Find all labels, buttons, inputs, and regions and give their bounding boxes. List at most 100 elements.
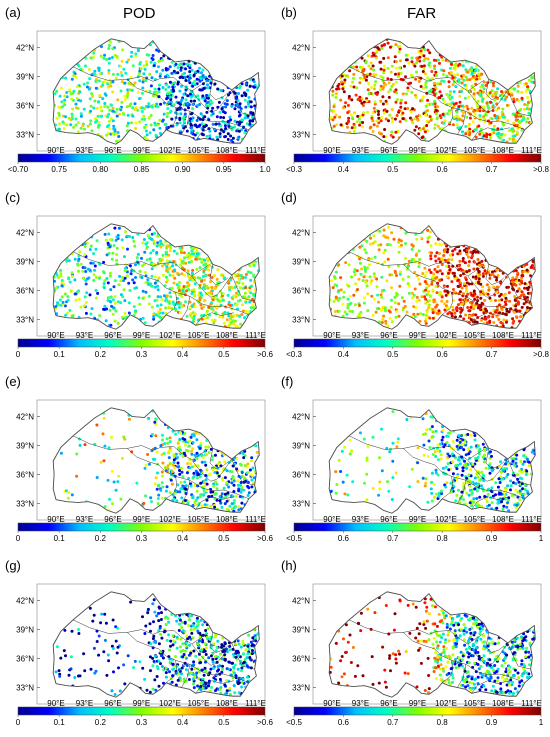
station-point xyxy=(73,292,77,296)
station-point xyxy=(469,433,473,437)
station-point xyxy=(444,465,448,469)
station-point xyxy=(106,115,110,119)
station-point xyxy=(148,257,152,261)
station-point xyxy=(138,120,142,124)
station-point xyxy=(193,282,197,286)
station-point xyxy=(404,101,408,105)
station-point xyxy=(177,306,181,309)
station-point xyxy=(434,285,438,288)
station-point xyxy=(497,106,501,110)
station-point xyxy=(470,71,474,75)
station-point xyxy=(424,104,428,108)
station-point xyxy=(436,265,440,269)
station-point xyxy=(437,252,441,255)
station-point xyxy=(421,313,425,316)
station-point xyxy=(447,85,451,89)
station-point xyxy=(489,80,493,84)
station-point xyxy=(461,119,465,123)
station-point xyxy=(482,134,486,138)
station-point xyxy=(401,92,405,96)
station-point xyxy=(169,246,173,250)
station-point xyxy=(493,114,497,117)
station-point xyxy=(144,290,148,294)
station-point xyxy=(452,447,456,451)
station-point xyxy=(190,304,194,308)
station-point xyxy=(244,129,248,133)
station-point xyxy=(462,448,466,452)
station-point xyxy=(388,316,392,320)
region-outline xyxy=(328,407,536,514)
station-point xyxy=(94,288,98,292)
station-point xyxy=(77,269,80,273)
station-point xyxy=(95,476,99,479)
station-point xyxy=(76,106,80,110)
station-point xyxy=(518,121,522,125)
station-point xyxy=(461,130,464,134)
station-point xyxy=(97,653,101,657)
station-point xyxy=(390,298,393,302)
station-point xyxy=(465,248,469,252)
station-point xyxy=(196,496,200,500)
station-point xyxy=(486,104,490,108)
station-point xyxy=(73,257,77,261)
station-point xyxy=(220,505,224,509)
station-point xyxy=(94,276,98,279)
station-point xyxy=(495,308,499,312)
station-point xyxy=(395,98,399,102)
station-point xyxy=(462,73,465,77)
station-points xyxy=(53,226,260,329)
station-point xyxy=(250,456,254,460)
station-point xyxy=(107,112,111,116)
station-point xyxy=(121,246,125,250)
station-point xyxy=(218,495,222,499)
station-point xyxy=(243,464,247,468)
station-point xyxy=(183,438,187,442)
station-point xyxy=(239,462,242,466)
station-point xyxy=(455,438,459,442)
colorbar-tick-label: 0.1 xyxy=(54,534,66,543)
station-point xyxy=(145,258,149,262)
station-point xyxy=(192,682,195,686)
station-point xyxy=(441,428,445,432)
station-point xyxy=(381,85,385,89)
province-boundary xyxy=(507,89,531,117)
station-point xyxy=(456,458,460,462)
station-point xyxy=(417,298,421,302)
station-point xyxy=(152,620,155,624)
station-point xyxy=(108,497,112,501)
station-point xyxy=(185,289,188,293)
station-point xyxy=(511,317,515,321)
station-point xyxy=(217,122,221,126)
station-point xyxy=(177,465,180,469)
station-point xyxy=(228,115,232,119)
station-point xyxy=(175,619,179,623)
station-point xyxy=(78,90,82,94)
station-point xyxy=(516,271,520,275)
station-point xyxy=(467,264,471,268)
lon-tick-label: 90°E xyxy=(323,146,340,155)
station-point xyxy=(107,251,111,255)
station-point xyxy=(179,311,182,315)
station-point xyxy=(170,117,174,121)
station-point xyxy=(118,112,122,116)
station-point xyxy=(511,276,515,280)
station-point xyxy=(428,268,431,272)
station-point xyxy=(164,666,168,670)
station-point xyxy=(166,464,170,468)
station-point xyxy=(99,460,103,464)
province-boundary xyxy=(348,66,485,92)
station-point xyxy=(452,73,456,77)
station-point xyxy=(201,128,205,132)
station-point xyxy=(334,113,338,117)
station-point xyxy=(187,624,191,627)
station-point xyxy=(482,479,486,482)
station-point xyxy=(106,653,110,657)
station-point xyxy=(491,272,495,276)
station-point xyxy=(157,659,161,663)
station-point xyxy=(217,100,221,104)
station-point xyxy=(63,628,67,632)
station-point xyxy=(367,263,371,267)
station-point xyxy=(440,438,444,442)
station-point xyxy=(130,121,134,125)
station-point xyxy=(211,298,215,302)
